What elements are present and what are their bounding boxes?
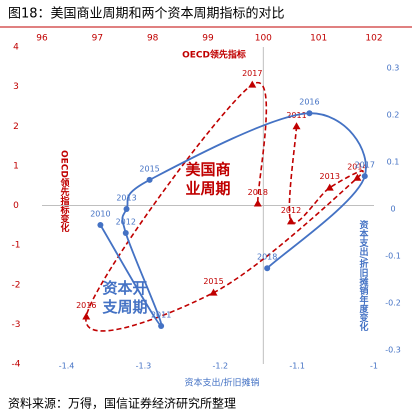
chart-title: 图18：美国商业周期和两个资本周期指标的对比 bbox=[8, 6, 285, 22]
marker bbox=[248, 80, 257, 88]
y2-tick-label: -0.1 bbox=[385, 251, 401, 260]
y-tick-label: -1 bbox=[12, 241, 21, 251]
x2-tick-label: -1.1 bbox=[289, 362, 305, 371]
marker bbox=[292, 122, 301, 130]
marker bbox=[209, 288, 218, 296]
marker bbox=[158, 322, 165, 329]
y2-tick-label: -0.3 bbox=[385, 345, 401, 354]
source-note: 资料来源：万得，国信证券经济研究所整理 bbox=[8, 396, 236, 411]
marker bbox=[82, 312, 91, 320]
x2-tick-label: -1.4 bbox=[59, 362, 75, 371]
annotation: 资本开 bbox=[102, 279, 147, 297]
series-line bbox=[99, 112, 367, 327]
y2-tick-label: 0 bbox=[390, 205, 395, 214]
marker bbox=[325, 183, 334, 191]
y-tick-label: -4 bbox=[12, 360, 21, 370]
annotation: 美国商 bbox=[185, 160, 230, 178]
point-label: 2018 bbox=[257, 253, 277, 262]
y-tick-label: -2 bbox=[12, 280, 21, 290]
y2-tick-label: 0.2 bbox=[387, 111, 400, 120]
point-label: 2015 bbox=[203, 277, 223, 286]
y2-tick-label: 0.1 bbox=[387, 158, 400, 167]
y-axis-title: OECD领先指标变化 bbox=[59, 150, 71, 233]
marker bbox=[122, 229, 129, 236]
point-label: 2013 bbox=[320, 172, 340, 181]
x-tick-label: 96 bbox=[36, 34, 48, 44]
point-label: 2011 bbox=[151, 310, 171, 319]
point-label: 2016 bbox=[76, 301, 96, 310]
x-tick-label: 100 bbox=[255, 34, 272, 44]
y-tick-label: 3 bbox=[13, 82, 19, 92]
marker bbox=[146, 176, 153, 183]
y-tick-label: -3 bbox=[12, 320, 21, 330]
x-tick-label: 101 bbox=[310, 34, 327, 44]
annotation: 业周期 bbox=[185, 179, 230, 197]
point-label: 2010 bbox=[90, 209, 110, 218]
point-label: 2017 bbox=[242, 69, 262, 78]
point-label: 2012 bbox=[281, 206, 301, 215]
y2-tick-label: -0.2 bbox=[385, 298, 401, 307]
y2-axis-title: 资本支出/折旧摊销年度变化 bbox=[358, 219, 370, 332]
marker bbox=[361, 173, 368, 180]
y-tick-label: 0 bbox=[13, 201, 19, 211]
x2-tick-label: -1.3 bbox=[136, 362, 152, 371]
marker bbox=[287, 217, 295, 225]
y-tick-label: 2 bbox=[13, 122, 19, 132]
point-label: 2015 bbox=[139, 164, 159, 173]
annotation: 支周期 bbox=[101, 298, 147, 316]
x2-tick-label: -1.2 bbox=[212, 362, 228, 371]
x2-axis-title: 资本支出/折旧摊销 bbox=[184, 377, 259, 389]
marker bbox=[253, 199, 262, 207]
marker bbox=[264, 265, 271, 272]
x-tick-label: 102 bbox=[365, 34, 382, 44]
y-tick-label: 1 bbox=[13, 161, 19, 171]
point-label: 2014 bbox=[347, 162, 367, 171]
point-label: 2013 bbox=[116, 194, 136, 203]
marker bbox=[306, 110, 313, 117]
point-label: 2016 bbox=[299, 98, 319, 107]
y-tick-label: 4 bbox=[13, 43, 19, 53]
x-tick-label: 98 bbox=[147, 34, 159, 44]
x-tick-label: 99 bbox=[202, 34, 214, 44]
y2-tick-label: 0.3 bbox=[387, 64, 400, 73]
point-label: 2012 bbox=[116, 217, 136, 226]
x-axis-title: OECD领先指标 bbox=[182, 49, 246, 61]
x2-tick-label: -1 bbox=[370, 362, 378, 371]
x-tick-label: 97 bbox=[92, 34, 103, 44]
marker bbox=[123, 206, 130, 213]
point-label: 2018 bbox=[248, 188, 268, 197]
marker bbox=[353, 173, 362, 181]
point-label: 2017 bbox=[355, 161, 375, 170]
marker bbox=[97, 221, 104, 228]
